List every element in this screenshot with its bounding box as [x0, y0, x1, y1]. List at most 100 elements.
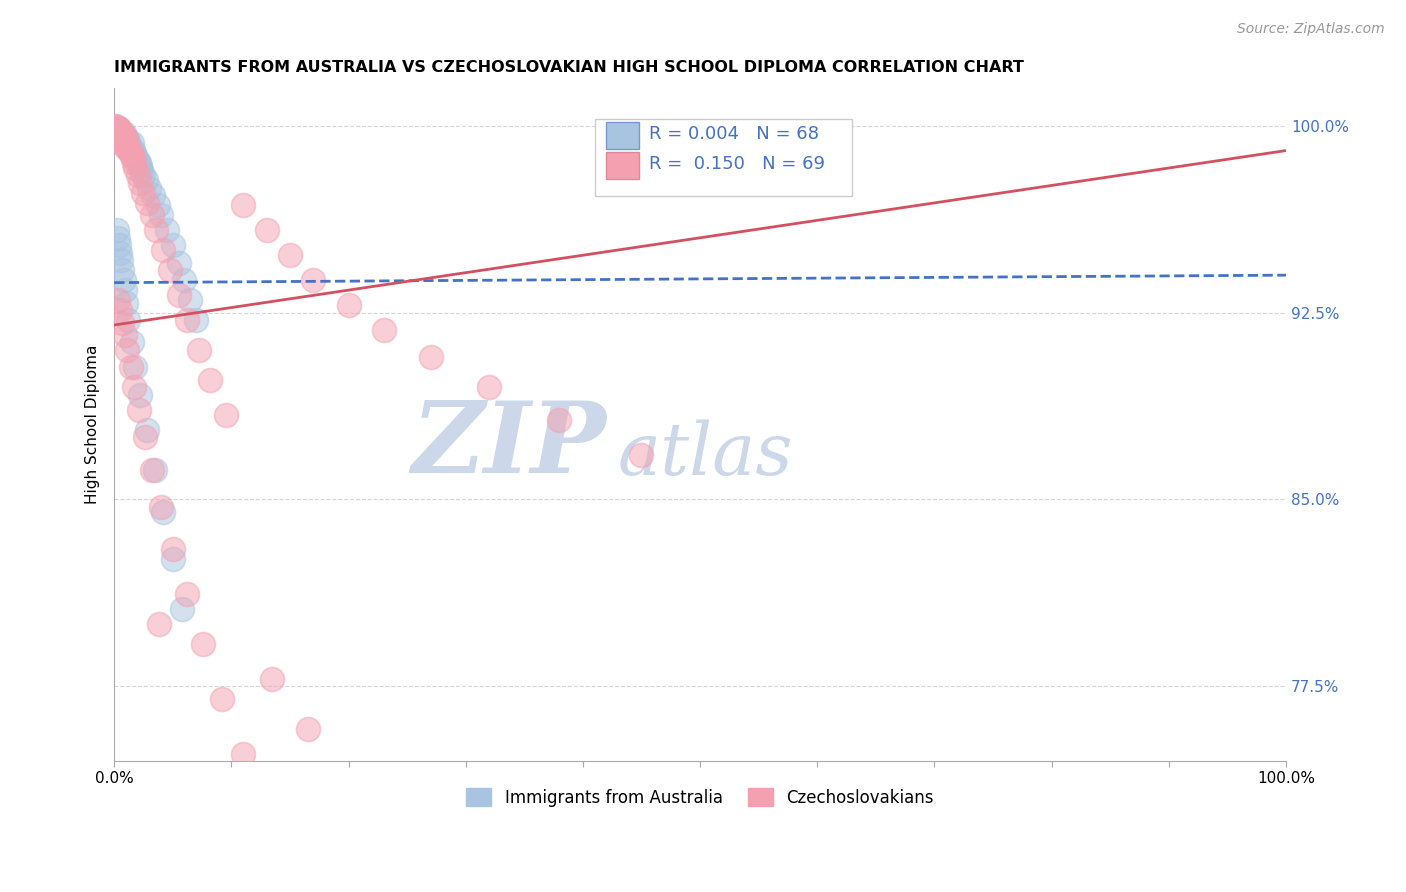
Point — [152, 244, 174, 258]
Point — [111, 134, 134, 148]
Point — [125, 151, 148, 165]
Point — [108, 126, 131, 140]
Point — [373, 323, 395, 337]
Point — [630, 448, 652, 462]
Point — [110, 126, 132, 140]
Point — [115, 131, 138, 145]
Point — [262, 672, 284, 686]
Point — [143, 462, 166, 476]
Point — [117, 141, 139, 155]
Point — [124, 148, 146, 162]
Point — [548, 413, 571, 427]
Point — [115, 295, 138, 310]
Point — [142, 188, 165, 202]
Point — [156, 223, 179, 237]
Point — [159, 263, 181, 277]
Point — [105, 223, 128, 237]
Point — [112, 128, 135, 143]
Point — [122, 146, 145, 161]
Point — [112, 128, 135, 143]
Point — [128, 402, 150, 417]
Point — [148, 617, 170, 632]
Point — [127, 153, 149, 168]
Point — [121, 144, 143, 158]
Point — [145, 223, 167, 237]
Point — [114, 138, 136, 153]
Point — [108, 128, 131, 143]
Point — [297, 722, 319, 736]
Point — [278, 248, 301, 262]
Point — [107, 231, 129, 245]
Point — [187, 343, 209, 357]
Point — [337, 298, 360, 312]
Text: atlas: atlas — [619, 419, 793, 491]
Point — [110, 131, 132, 145]
Point — [172, 602, 194, 616]
Point — [105, 123, 128, 137]
Point — [114, 128, 136, 143]
Point — [120, 141, 142, 155]
Point — [111, 131, 134, 145]
Point — [150, 500, 173, 514]
Point — [105, 121, 128, 136]
Point — [105, 121, 128, 136]
FancyBboxPatch shape — [606, 122, 640, 149]
Point — [132, 186, 155, 200]
Point — [134, 430, 156, 444]
Point — [107, 123, 129, 137]
Point — [108, 123, 131, 137]
Point — [129, 159, 152, 173]
FancyBboxPatch shape — [606, 153, 640, 179]
Point — [167, 288, 190, 302]
Point — [179, 293, 201, 307]
Point — [162, 542, 184, 557]
Legend: Immigrants from Australia, Czechoslovakians: Immigrants from Australia, Czechoslovaki… — [460, 781, 941, 814]
Point — [107, 123, 129, 137]
Point — [136, 195, 159, 210]
Point — [121, 335, 143, 350]
Point — [214, 408, 236, 422]
Point — [112, 136, 135, 150]
Point — [111, 126, 134, 140]
Point — [200, 373, 222, 387]
Point — [115, 138, 138, 153]
Point — [135, 173, 157, 187]
Point — [108, 128, 131, 143]
Text: R =  0.150   N = 69: R = 0.150 N = 69 — [648, 155, 824, 173]
Point — [128, 156, 150, 170]
Point — [122, 144, 145, 158]
Point — [108, 126, 131, 140]
Point — [117, 313, 139, 327]
Text: IMMIGRANTS FROM AUSTRALIA VS CZECHOSLOVAKIAN HIGH SCHOOL DIPLOMA CORRELATION CHA: IMMIGRANTS FROM AUSTRALIA VS CZECHOSLOVA… — [114, 60, 1024, 75]
Point — [114, 283, 136, 297]
Point — [167, 256, 190, 270]
Point — [419, 351, 441, 365]
Point — [110, 253, 132, 268]
Point — [129, 388, 152, 402]
Point — [111, 126, 134, 140]
Point — [117, 141, 139, 155]
Point — [136, 423, 159, 437]
Point — [110, 128, 132, 143]
Point — [118, 144, 141, 158]
Point — [108, 123, 131, 137]
Point — [211, 691, 233, 706]
Point — [162, 552, 184, 566]
Point — [162, 238, 184, 252]
Point — [121, 148, 143, 162]
Point — [478, 380, 501, 394]
Point — [108, 123, 131, 137]
Point — [111, 316, 134, 330]
Point — [176, 587, 198, 601]
Point — [105, 123, 128, 137]
Point — [120, 360, 142, 375]
Point — [107, 121, 129, 136]
Point — [120, 146, 142, 161]
Point — [124, 161, 146, 175]
Point — [127, 169, 149, 183]
Point — [115, 134, 138, 148]
Point — [112, 126, 135, 140]
Point — [122, 156, 145, 170]
Point — [302, 273, 325, 287]
Point — [118, 138, 141, 153]
